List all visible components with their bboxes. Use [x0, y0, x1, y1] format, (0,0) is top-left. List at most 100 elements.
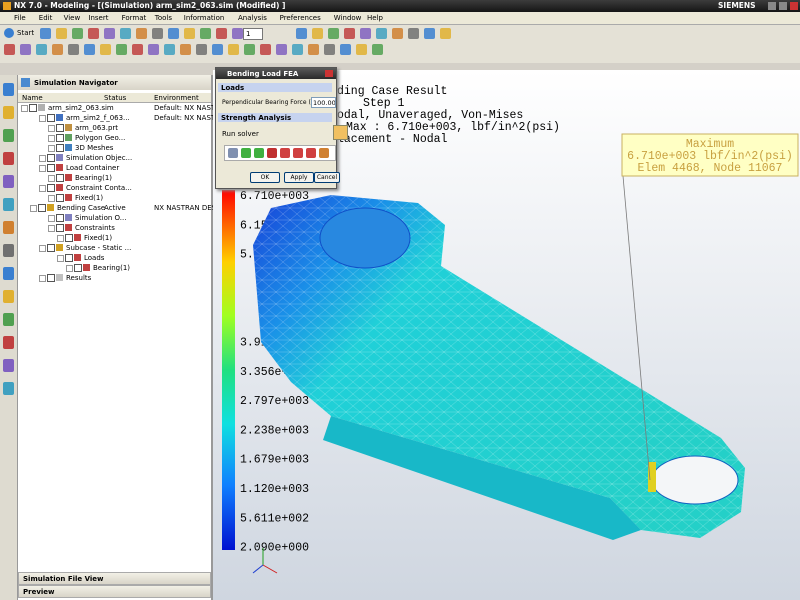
toolbar-button[interactable]	[56, 28, 67, 39]
resource-tab[interactable]	[3, 129, 14, 142]
start-button[interactable]: Start	[17, 29, 35, 37]
tree-row[interactable]: Constraints	[18, 223, 211, 233]
toolbar-button[interactable]	[88, 28, 99, 39]
toolbar-button[interactable]	[292, 44, 303, 55]
toolbar-button[interactable]	[4, 44, 15, 55]
toolbar-button[interactable]	[164, 44, 175, 55]
resource-tab[interactable]	[3, 359, 14, 372]
toolbar-button[interactable]	[36, 44, 47, 55]
toolbar-button[interactable]	[424, 28, 435, 39]
menu-item[interactable]: Preferences	[279, 14, 321, 22]
resource-tab[interactable]	[3, 267, 14, 280]
toolbar-button[interactable]	[132, 44, 143, 55]
toolbar-button[interactable]	[360, 28, 371, 39]
toolbar-button[interactable]	[392, 28, 403, 39]
toolbar-button[interactable]	[244, 44, 255, 55]
menu-item[interactable]: Format	[121, 14, 147, 22]
toolbar-button[interactable]	[344, 28, 355, 39]
tree-row[interactable]: Fixed(1)	[18, 193, 211, 203]
toolbar-button[interactable]	[440, 28, 451, 39]
toolbar-button[interactable]	[20, 44, 31, 55]
tree-row[interactable]: Bearing(1)	[18, 173, 211, 183]
toolbar-button[interactable]	[372, 44, 383, 55]
toolbar-button[interactable]	[152, 28, 163, 39]
toolbar-button[interactable]	[312, 28, 323, 39]
toolbar-button[interactable]	[296, 28, 307, 39]
menu-item[interactable]: Edit	[38, 14, 53, 22]
tree-row[interactable]: Simulation O...	[18, 213, 211, 223]
tree-row[interactable]: 3D Meshes	[18, 143, 211, 153]
toolbar-button[interactable]	[148, 44, 159, 55]
tree-row[interactable]: Results	[18, 273, 211, 283]
tree-row[interactable]: Polygon Geo...	[18, 133, 211, 143]
run-solver-button[interactable]	[333, 125, 348, 140]
resource-tab[interactable]	[3, 83, 14, 96]
menu-item[interactable]: Analysis	[238, 14, 267, 22]
resource-tab[interactable]	[3, 175, 14, 188]
tree-row[interactable]: Loads	[18, 253, 211, 263]
solver-button[interactable]	[228, 148, 238, 158]
solver-button[interactable]	[254, 148, 264, 158]
toolbar-button[interactable]	[340, 44, 351, 55]
solver-button[interactable]	[241, 148, 251, 158]
solver-button[interactable]	[267, 148, 277, 158]
tree-row[interactable]: Simulation Objec...	[18, 153, 211, 163]
start-icon[interactable]	[4, 28, 14, 38]
solver-button[interactable]	[280, 148, 290, 158]
minimize-button[interactable]	[768, 2, 776, 10]
toolbar-button[interactable]	[228, 44, 239, 55]
toolbar-button[interactable]	[216, 28, 227, 39]
close-button[interactable]	[790, 2, 798, 10]
tree-row[interactable]: Subcase - Static ...	[18, 243, 211, 253]
menu-item[interactable]: Help	[367, 14, 383, 22]
menu-item[interactable]: Insert	[88, 14, 109, 22]
tree-row[interactable]: arm_063.prt	[18, 123, 211, 133]
layer-box[interactable]: 1	[243, 28, 263, 40]
dialog-button[interactable]: OK	[250, 172, 280, 183]
toolbar-button[interactable]	[68, 44, 79, 55]
resource-tab[interactable]	[3, 313, 14, 326]
resource-tab[interactable]	[3, 152, 14, 165]
menu-item[interactable]: File	[14, 14, 26, 22]
toolbar-button[interactable]	[52, 44, 63, 55]
section-header[interactable]: Loads	[218, 83, 332, 92]
toolbar-button[interactable]	[328, 28, 339, 39]
resource-tab[interactable]	[3, 336, 14, 349]
panel-header[interactable]: Preview	[18, 585, 211, 598]
menu-item[interactable]: Information	[183, 14, 225, 22]
resource-tab[interactable]	[3, 106, 14, 119]
toolbar-button[interactable]	[324, 44, 335, 55]
toolbar-button[interactable]	[180, 44, 191, 55]
tree-row[interactable]: Fixed(1)	[18, 233, 211, 243]
toolbar-button[interactable]	[168, 28, 179, 39]
toolbar-button[interactable]	[232, 28, 243, 39]
toolbar-button[interactable]	[84, 44, 95, 55]
menu-item[interactable]: View	[63, 14, 81, 22]
panel-header[interactable]: Simulation File View	[18, 572, 211, 585]
tree-row[interactable]: arm_sim2_063.sim Default: NX NASTRAN	[18, 103, 230, 113]
menu-item[interactable]: Tools	[154, 14, 173, 22]
tree-row[interactable]: Constraint Conta...	[18, 183, 211, 193]
dialog-close[interactable]	[325, 70, 333, 77]
toolbar-button[interactable]	[212, 44, 223, 55]
solver-button[interactable]	[306, 148, 316, 158]
toolbar-button[interactable]	[408, 28, 419, 39]
toolbar-button[interactable]	[120, 28, 131, 39]
solver-button[interactable]	[319, 148, 329, 158]
solver-button[interactable]	[293, 148, 303, 158]
dialog-button[interactable]: Apply	[284, 172, 314, 183]
resource-tab[interactable]	[3, 290, 14, 303]
section-header[interactable]: Strength Analysis	[218, 113, 332, 122]
toolbar-button[interactable]	[376, 28, 387, 39]
toolbar-button[interactable]	[104, 28, 115, 39]
maximize-button[interactable]	[779, 2, 787, 10]
dialog-button[interactable]: Cancel	[314, 172, 340, 183]
toolbar-button[interactable]	[276, 44, 287, 55]
toolbar-button[interactable]	[184, 28, 195, 39]
toolbar-button[interactable]	[356, 44, 367, 55]
tree-row[interactable]: Bending Case Active NX NASTRAN DESIGN	[18, 203, 229, 213]
menu-item[interactable]: Window	[333, 14, 362, 22]
tree-row[interactable]: Bearing(1)	[18, 263, 211, 273]
resource-tab[interactable]	[3, 221, 14, 234]
tree-row[interactable]: arm_sim2_f_063... Default: NX NASTRAN	[18, 113, 230, 123]
